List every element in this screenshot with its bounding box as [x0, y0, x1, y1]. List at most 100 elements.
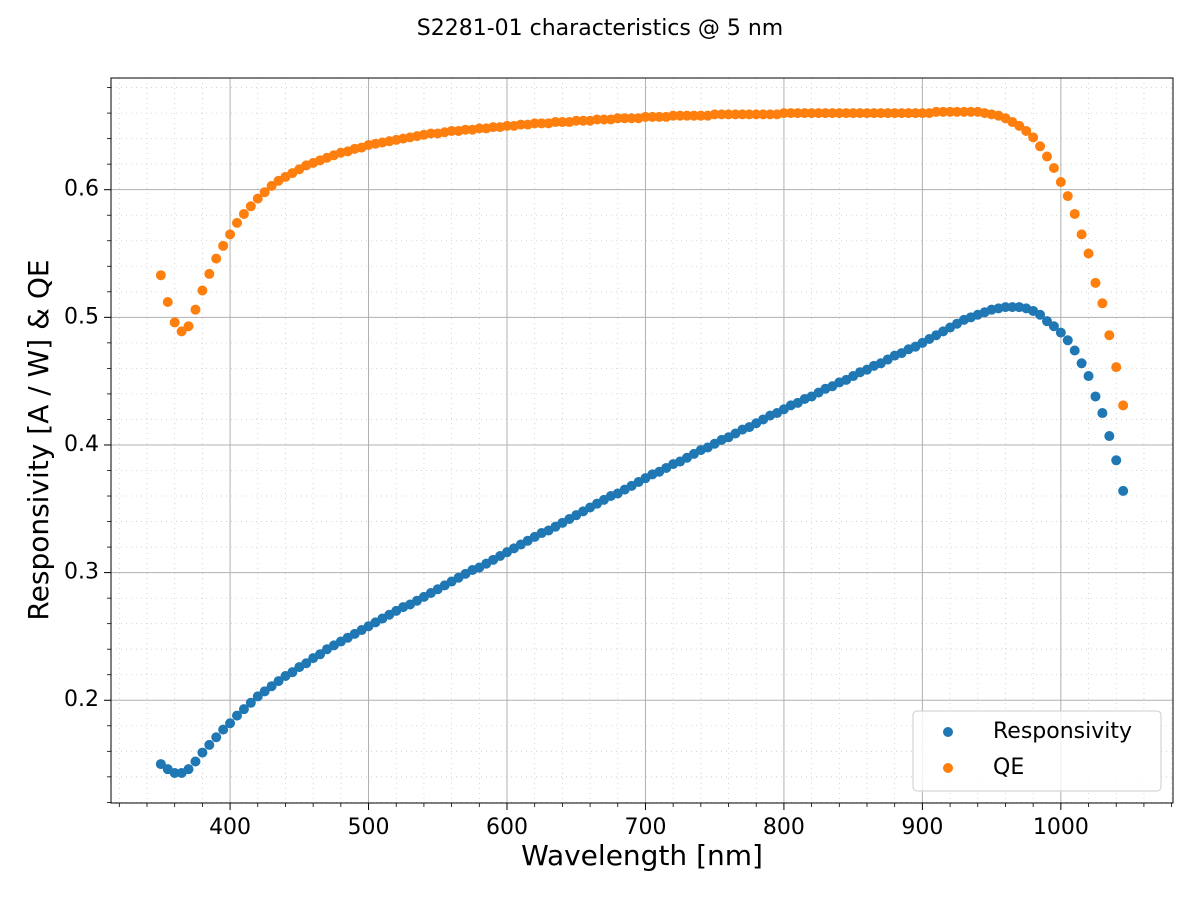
point	[1076, 358, 1087, 369]
point	[252, 193, 263, 204]
point	[273, 676, 284, 687]
point	[931, 106, 942, 117]
point	[1048, 162, 1059, 173]
point	[1042, 316, 1052, 327]
point	[232, 710, 242, 721]
point	[488, 122, 499, 133]
point	[737, 109, 748, 120]
point	[155, 270, 166, 281]
point	[502, 120, 512, 131]
x-tick-label: 700	[624, 815, 666, 840]
point	[197, 285, 208, 296]
legend-box	[912, 710, 1162, 792]
point	[176, 326, 187, 337]
legend-marker	[943, 727, 953, 737]
point	[619, 113, 630, 124]
point	[218, 240, 229, 251]
point	[1111, 362, 1122, 373]
point	[1090, 277, 1101, 288]
plot-frame	[110, 77, 1174, 804]
point	[848, 108, 859, 119]
point	[1062, 335, 1073, 346]
point	[232, 217, 242, 228]
series	[155, 106, 1129, 411]
point	[862, 108, 872, 119]
legend-label: Responsivity	[993, 719, 1132, 744]
point	[1062, 191, 1073, 202]
point	[1111, 455, 1122, 466]
point	[958, 106, 969, 117]
point	[197, 747, 208, 758]
point	[1007, 302, 1018, 313]
point	[1076, 229, 1087, 240]
point	[889, 108, 900, 119]
y-tick-label: 0.3	[64, 560, 99, 585]
point	[550, 117, 561, 128]
point	[301, 658, 312, 669]
point	[474, 123, 485, 134]
series	[155, 302, 1129, 779]
point	[1055, 327, 1066, 338]
point	[190, 304, 201, 315]
point	[1055, 177, 1066, 188]
point	[266, 681, 277, 692]
point	[1042, 151, 1052, 162]
point	[266, 180, 277, 191]
point	[834, 108, 845, 119]
point	[716, 109, 727, 120]
point	[1014, 120, 1025, 131]
point	[758, 109, 769, 120]
x-tick-label: 900	[901, 815, 943, 840]
x-tick-label: 500	[348, 815, 390, 840]
y-tick-label: 0.5	[64, 304, 99, 329]
point	[169, 768, 180, 779]
point	[238, 704, 249, 715]
point	[1035, 309, 1046, 320]
point	[778, 108, 789, 119]
point	[204, 739, 215, 750]
point	[592, 114, 602, 125]
point	[204, 268, 215, 279]
legend: Responsivity QE	[912, 710, 1162, 792]
point	[515, 119, 526, 130]
point	[536, 118, 547, 129]
point	[896, 108, 907, 119]
point	[259, 187, 270, 198]
legend-marker	[943, 763, 953, 773]
point	[945, 106, 956, 117]
point	[1083, 371, 1094, 382]
point	[792, 108, 803, 119]
point	[571, 115, 582, 126]
legend-label: QE	[993, 755, 1024, 780]
point	[1104, 330, 1115, 341]
point	[183, 764, 194, 775]
point	[252, 691, 263, 702]
point	[190, 756, 201, 767]
point	[460, 124, 471, 135]
point	[612, 113, 623, 124]
point	[1118, 400, 1129, 411]
point	[1021, 125, 1032, 136]
x-tick-label: 400	[209, 815, 251, 840]
point	[211, 253, 222, 264]
point	[1083, 248, 1094, 259]
point	[218, 724, 229, 735]
point	[675, 110, 686, 121]
y-tick-label: 0.2	[64, 687, 99, 712]
y-axis-label: Responsivity [A / W] & QE	[22, 259, 55, 620]
point	[1069, 345, 1080, 356]
point	[287, 667, 298, 678]
point	[1028, 132, 1039, 143]
point	[647, 111, 658, 122]
point	[211, 732, 222, 743]
point	[682, 110, 692, 121]
point	[598, 114, 609, 125]
x-tick-label: 1000	[1033, 815, 1089, 840]
point	[785, 108, 796, 119]
point	[827, 108, 838, 119]
point	[917, 108, 928, 119]
point	[529, 118, 540, 129]
point	[640, 111, 651, 122]
point	[841, 108, 852, 119]
